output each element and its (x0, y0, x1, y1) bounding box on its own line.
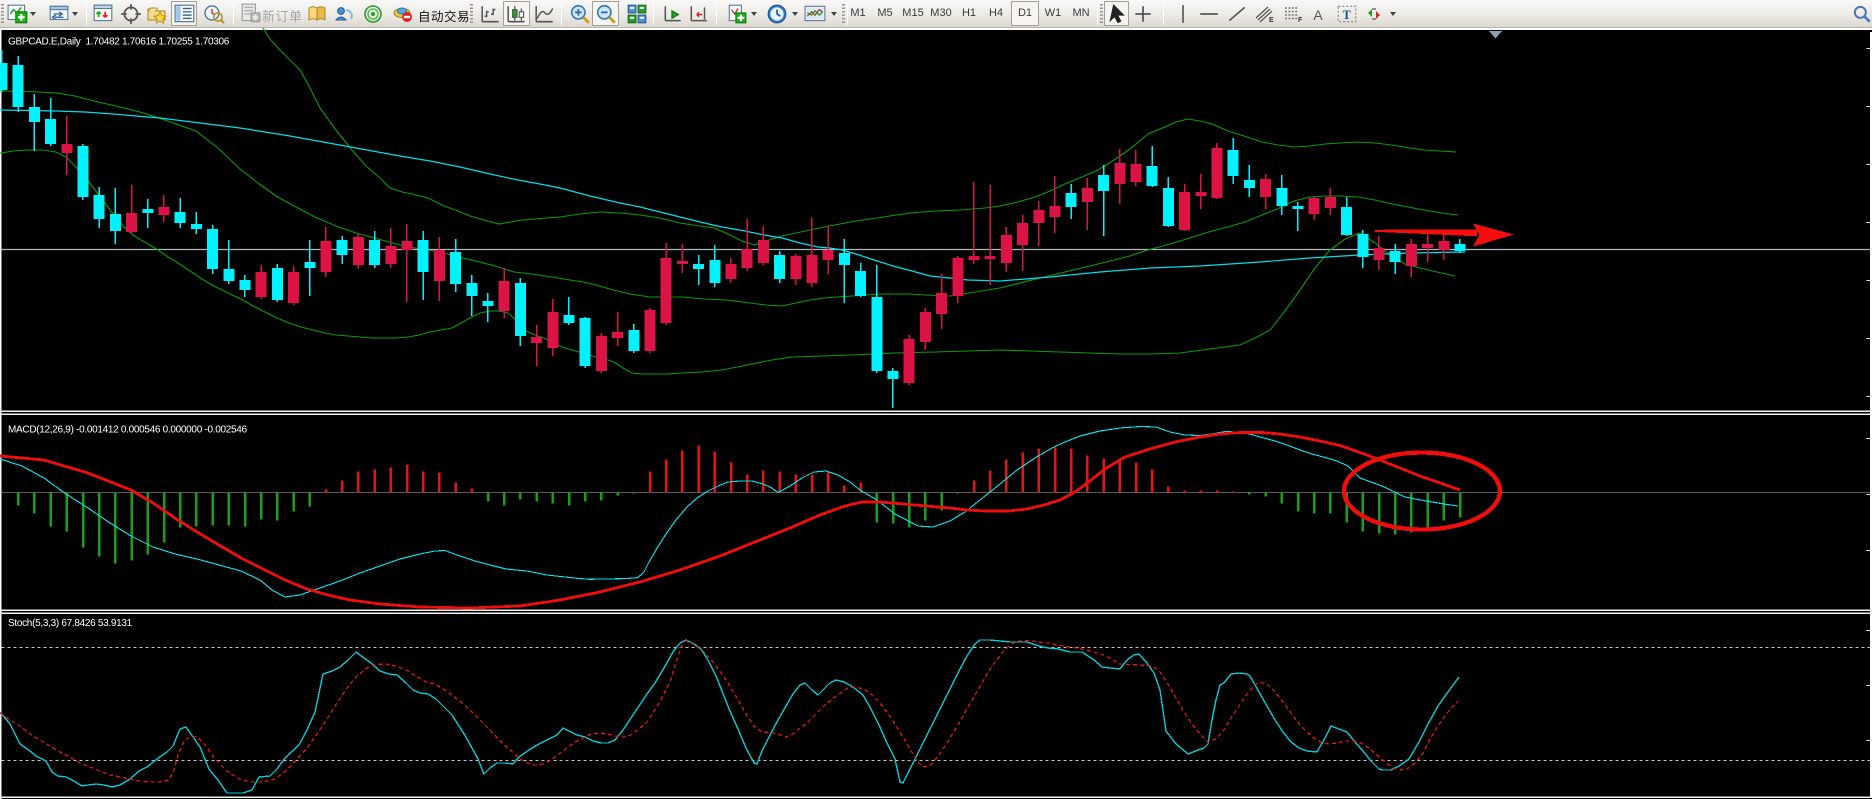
svg-text:GBPCAD.E,Daily 1.70482 1.7061: GBPCAD.E,Daily 1.70482 1.70616 1.70255 1… (8, 37, 230, 48)
svg-text:F: F (1298, 17, 1303, 24)
svg-text:E: E (1269, 17, 1274, 24)
svg-text:MACD(12,26,9) -0.001412 0.0005: MACD(12,26,9) -0.001412 0.000546 0.00000… (8, 425, 248, 436)
svg-text:T: T (1343, 8, 1351, 22)
svg-text:Stoch(5,3,3) 67.8426 53.9131: Stoch(5,3,3) 67.8426 53.9131 (8, 618, 133, 629)
